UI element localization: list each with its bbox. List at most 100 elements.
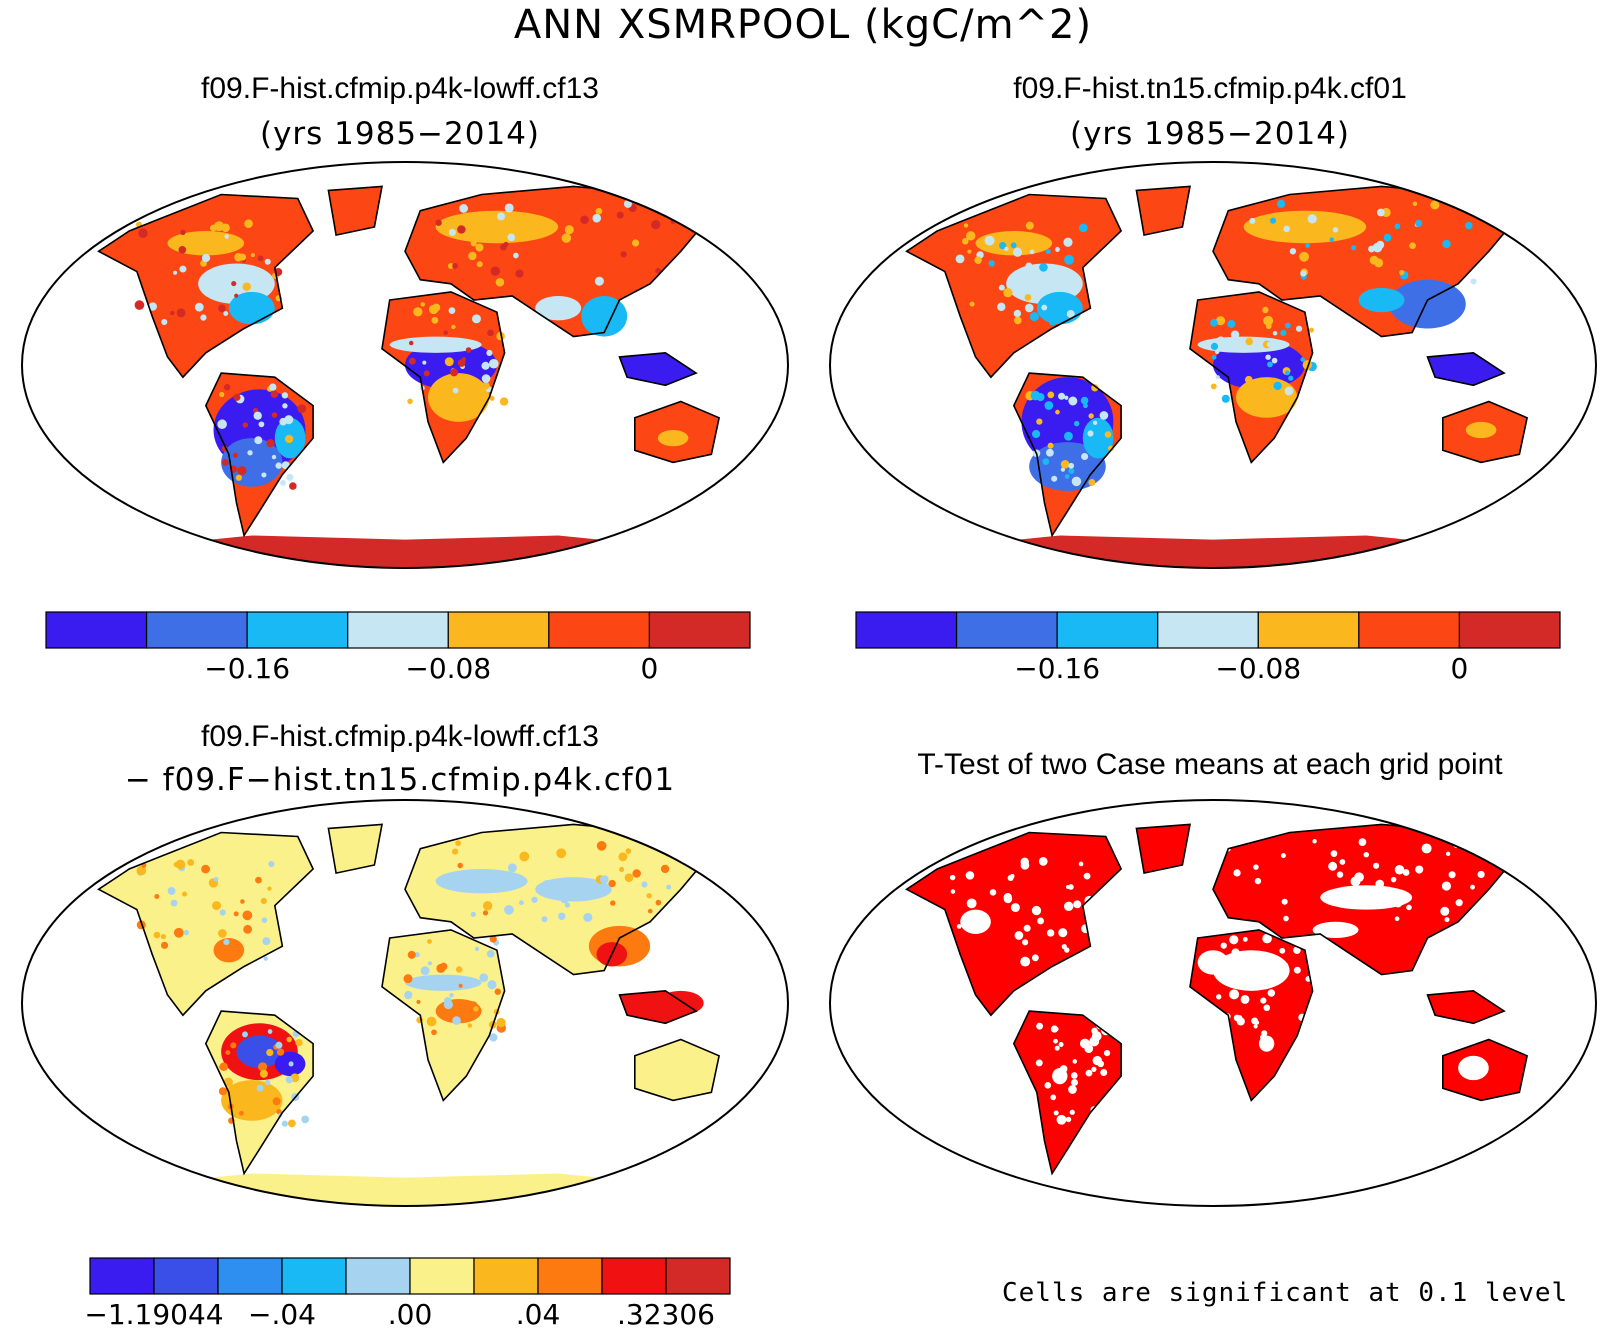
grid-cell-speckle: [1412, 201, 1418, 206]
grid-cell-speckle: [242, 910, 253, 921]
grid-cell-speckle: [1104, 431, 1112, 438]
grid-cell-speckle: [452, 1016, 461, 1025]
grid-cell-speckle: [519, 851, 530, 862]
field-patch: [1243, 210, 1367, 244]
grid-cell-speckle: [1068, 396, 1078, 406]
panel-case2-title: f09.F-hist.tn15.cfmip.p4k.cf01: [1013, 72, 1407, 105]
colorbar-box: [1257, 611, 1360, 649]
grid-cell-speckle: [148, 302, 158, 311]
grid-cell-speckle: [263, 956, 268, 961]
grid-cell-speckle: [967, 249, 972, 254]
field-patch: [405, 974, 482, 991]
grid-cell-speckle: [1394, 223, 1401, 230]
grid-cell-speckle: [489, 935, 497, 943]
grid-cell-speckle: [1307, 1022, 1316, 1031]
colorbar-box: [447, 611, 550, 649]
grid-cell-speckle: [1255, 1020, 1260, 1025]
grid-cell-speckle: [1406, 904, 1412, 911]
grid-cell-speckle: [1038, 857, 1048, 866]
grid-cell-speckle: [1328, 861, 1338, 871]
grid-cell-speckle: [1014, 931, 1024, 940]
grid-cell-speckle: [474, 946, 480, 951]
grid-cell-speckle: [432, 303, 441, 312]
field-patch: [213, 938, 245, 963]
grid-cell-speckle: [481, 361, 490, 370]
grid-cell-speckle: [507, 863, 517, 873]
grid-cell-speckle: [1448, 871, 1456, 879]
colorbar-tick-label: .00: [387, 1298, 433, 1331]
grid-cell-speckle: [974, 256, 982, 264]
grid-cell-speckle: [173, 861, 179, 868]
grid-cell-speckle: [416, 999, 421, 1005]
field-patch: [1258, 1035, 1275, 1052]
field-patch: [236, 1035, 283, 1068]
grid-cell-speckle: [1211, 1012, 1218, 1019]
grid-cell-speckle: [470, 911, 476, 918]
grid-cell-speckle: [221, 223, 230, 233]
grid-cell-speckle: [244, 219, 253, 229]
grid-cell-speckle: [443, 330, 448, 335]
grid-cell-speckle: [486, 349, 493, 356]
grid-cell-speckle: [209, 224, 217, 232]
grid-cell-speckle: [1295, 325, 1303, 332]
grid-cell-speckle: [482, 901, 493, 911]
grid-cell-speckle: [448, 228, 456, 236]
colorbar-diff: [89, 1257, 731, 1295]
grid-cell-speckle: [1025, 221, 1034, 230]
grid-cell-speckle: [1211, 355, 1217, 360]
coastline-greenland: [1135, 185, 1191, 237]
grid-cell-speckle: [1024, 294, 1032, 301]
grid-cell-speckle: [949, 874, 956, 881]
grid-cell-speckle: [1265, 354, 1271, 360]
grid-cell-speckle: [1210, 342, 1219, 351]
grid-cell-speckle: [301, 1115, 310, 1124]
panel-case1-years: (yrs 1985−2014): [259, 116, 541, 152]
grid-cell-speckle: [170, 310, 175, 316]
grid-cell-speckle: [1229, 989, 1240, 1000]
land-seAsia: [1427, 990, 1505, 1024]
grid-cell-speckle: [1079, 1038, 1090, 1049]
land-northAmerica: [98, 832, 314, 1016]
grid-cell-speckle: [1029, 311, 1039, 322]
coastline-seAsia: [618, 989, 698, 1025]
grid-cell-speckle: [673, 202, 679, 208]
grid-cell-speckle: [443, 999, 453, 1010]
map-case2: [905, 185, 1529, 568]
grid-cell-speckle: [1393, 899, 1403, 908]
grid-cell-speckle: [1308, 327, 1314, 333]
land-greenland: [1136, 186, 1190, 236]
grid-cell-speckle: [1444, 917, 1450, 923]
grid-cell-speckle: [1010, 903, 1020, 913]
grid-cell-speckle: [153, 931, 161, 939]
grid-cell-speckle: [1470, 278, 1477, 285]
grid-cell-speckle: [176, 308, 186, 318]
grid-cell-speckle: [1090, 1114, 1095, 1119]
grid-cell-speckle: [179, 265, 187, 273]
colorbar-box: [473, 1257, 539, 1295]
grid-cell-speckle: [1265, 323, 1272, 330]
grid-cell-speckle: [242, 1031, 248, 1038]
grid-cell-speckle: [455, 840, 461, 847]
grid-cell-speckle: [1415, 219, 1423, 227]
grid-cell-speckle: [1056, 1114, 1067, 1125]
grid-cell-speckle: [984, 235, 995, 246]
grid-cell-speckle: [276, 1108, 282, 1115]
field-patch: [221, 1080, 283, 1121]
grid-cell-speckle: [261, 917, 268, 923]
grid-cell-speckle: [272, 1097, 281, 1106]
grid-cell-speckle: [961, 237, 969, 245]
field-patch: [1235, 377, 1298, 418]
grid-cell-speckle: [487, 329, 494, 337]
grid-cell-speckle: [1071, 1078, 1079, 1086]
grid-cell-speckle: [439, 962, 448, 971]
field-patch: [1082, 417, 1114, 459]
panel-case2-years: (yrs 1985−2014): [1069, 116, 1351, 152]
grid-cell-speckle: [431, 316, 439, 324]
grid-cell-speckle: [641, 881, 648, 888]
colorbar-box: [1358, 611, 1461, 649]
grid-cell-speckle: [275, 1041, 283, 1049]
grid-cell-speckle: [1025, 262, 1033, 270]
grid-cell-speckle: [218, 304, 226, 313]
grid-cell-speckle: [1253, 864, 1259, 870]
grid-cell-speckle: [247, 450, 253, 456]
